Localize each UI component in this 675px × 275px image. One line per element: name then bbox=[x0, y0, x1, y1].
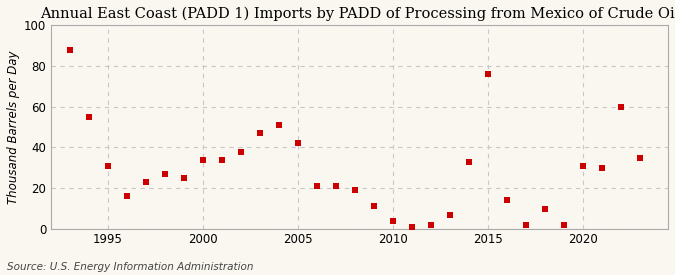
Point bbox=[64, 48, 75, 52]
Y-axis label: Thousand Barrels per Day: Thousand Barrels per Day bbox=[7, 50, 20, 204]
Point bbox=[178, 176, 189, 180]
Point bbox=[349, 188, 360, 192]
Point bbox=[577, 164, 588, 168]
Point bbox=[463, 160, 474, 164]
Point bbox=[216, 158, 227, 162]
Point bbox=[311, 184, 322, 188]
Point bbox=[197, 158, 208, 162]
Point bbox=[482, 72, 493, 76]
Point bbox=[330, 184, 341, 188]
Point bbox=[273, 123, 284, 127]
Point bbox=[292, 141, 303, 145]
Point bbox=[615, 104, 626, 109]
Point bbox=[558, 223, 569, 227]
Text: Source: U.S. Energy Information Administration: Source: U.S. Energy Information Administ… bbox=[7, 262, 253, 272]
Point bbox=[235, 149, 246, 154]
Point bbox=[539, 206, 550, 211]
Point bbox=[368, 204, 379, 209]
Point bbox=[121, 194, 132, 199]
Point bbox=[425, 223, 436, 227]
Point bbox=[140, 180, 151, 184]
Point bbox=[159, 172, 170, 176]
Point bbox=[254, 131, 265, 135]
Point bbox=[83, 115, 94, 119]
Title: Annual East Coast (PADD 1) Imports by PADD of Processing from Mexico of Crude Oi: Annual East Coast (PADD 1) Imports by PA… bbox=[40, 7, 675, 21]
Point bbox=[596, 166, 607, 170]
Point bbox=[634, 155, 645, 160]
Point bbox=[444, 212, 455, 217]
Point bbox=[501, 198, 512, 203]
Point bbox=[520, 223, 531, 227]
Point bbox=[387, 219, 398, 223]
Point bbox=[406, 225, 417, 229]
Point bbox=[102, 164, 113, 168]
